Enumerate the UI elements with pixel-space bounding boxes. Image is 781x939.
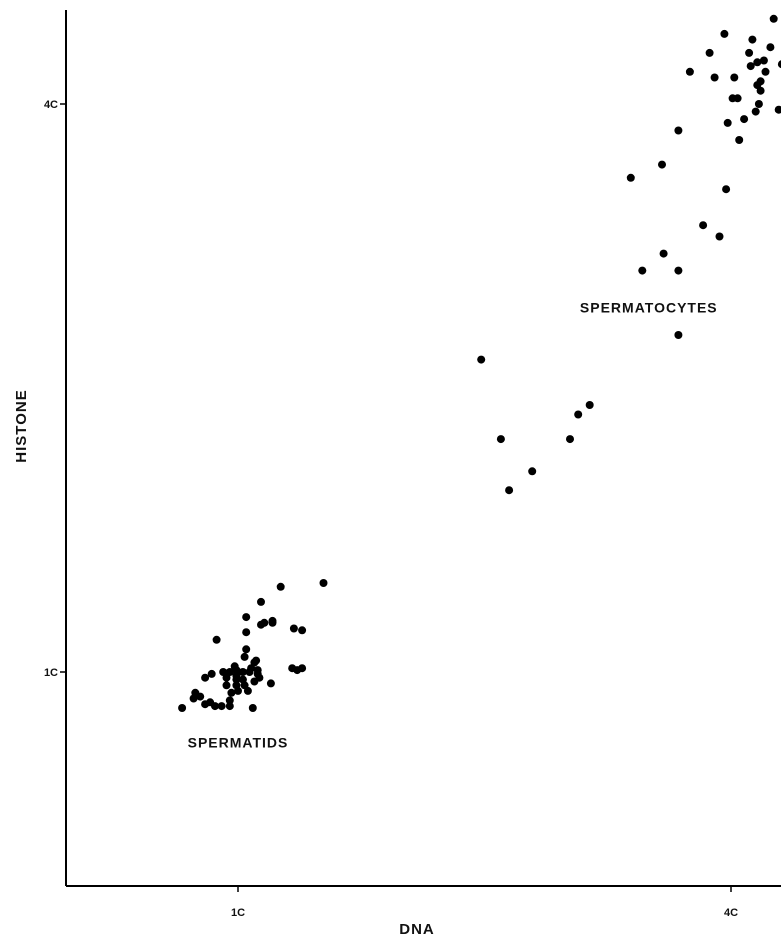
spermatocyte-point-36 [759,56,768,65]
spermatocyte-point-41 [777,60,781,69]
spermatid-point-44 [260,618,269,627]
spermatid-point-30 [242,628,251,637]
data-points [178,14,781,712]
spermatocyte-point-21 [723,118,732,127]
spermatid-point-8 [211,702,219,711]
spermatocyte-point-18 [715,232,724,241]
y-tick-label-1: 4C [44,99,58,111]
spermatocyte-point-9 [658,160,666,169]
spermatocyte-point-6 [585,401,594,409]
spermatocyte-point-16 [705,48,714,57]
spermatocyte-point-8 [638,266,647,275]
x-tick-label-0: 1C [231,907,245,919]
spermatocyte-point-4 [566,435,574,444]
spermatid-point-54 [319,579,328,587]
ticks: 1C 4C 1C 4C [44,99,738,919]
annotation-spermatocytes: SPERMATOCYTES [580,299,718,315]
spermatid-point-52 [298,626,307,635]
spermatid-point-41 [255,673,264,682]
spermatid-point-48 [276,582,285,591]
spermatocyte-point-7 [626,173,635,182]
spermatid-point-3 [196,692,205,701]
spermatid-point-7 [207,669,216,678]
labels: DNA HISTONE SPERMATIDS SPERMATOCYTES [13,299,718,938]
spermatid-point-42 [257,597,265,606]
spermatocyte-point-1 [496,435,505,444]
spermatocyte-point-20 [722,185,731,194]
spermatocyte-point-29 [748,35,757,44]
spermatocyte-point-10 [659,249,668,258]
spermatid-point-17 [227,688,236,697]
spermatocyte-point-30 [751,107,760,116]
spermatid-point-32 [243,686,252,695]
spermatocyte-point-39 [769,14,778,23]
spermatid-point-27 [240,652,249,661]
annotation-spermatids: SPERMATIDS [188,735,289,751]
spermatid-point-16 [225,696,234,705]
spermatid-point-24 [234,686,242,695]
spermatid-point-50 [289,624,298,633]
spermatocyte-point-31 [753,58,762,67]
spermatocyte-point-11 [674,331,683,339]
axes [65,10,781,887]
spermatocyte-point-13 [674,126,683,135]
spermatid-point-53 [298,664,307,673]
spermatid-point-20 [232,675,241,684]
spermatocyte-point-23 [730,73,739,82]
spermatid-point-38 [252,656,261,665]
spermatocyte-point-40 [774,105,781,114]
spermatocyte-point-28 [746,62,755,71]
spermatid-point-15 [225,668,234,676]
spermatid-point-10 [217,702,226,711]
spermatocyte-point-35 [756,77,765,86]
spermatid-point-47 [268,618,277,627]
spermatocyte-point-24 [733,94,742,103]
x-axis-title: DNA [399,921,435,938]
spermatocyte-point-17 [710,73,719,82]
spermatocyte-point-3 [528,467,537,476]
spermatid-point-45 [266,679,275,688]
spermatocyte-point-14 [685,67,694,76]
spermatid-point-31 [242,645,251,654]
spermatocyte-point-0 [477,355,486,364]
spermatid-point-29 [242,613,251,622]
spermatocyte-point-12 [674,266,683,275]
spermatid-point-35 [248,704,257,712]
spermatid-point-25 [238,668,247,676]
spermatid-point-14 [225,702,234,711]
spermatocyte-point-5 [574,410,583,419]
y-axis-title: HISTONE [13,389,30,462]
spermatid-point-9 [212,635,221,644]
spermatid-point-12 [222,681,231,690]
spermatocyte-point-27 [745,48,754,57]
spermatocyte-point-15 [699,221,708,230]
spermatid-point-0 [178,704,187,712]
spermatocyte-point-37 [761,67,770,76]
spermatocyte-point-26 [740,115,749,124]
spermatocyte-point-38 [766,43,775,52]
spermatocyte-point-2 [505,486,514,495]
spermatocyte-point-25 [735,136,744,144]
y-tick-label-0: 1C [44,667,58,679]
spermatocyte-point-34 [756,86,765,95]
spermatocyte-point-33 [754,100,763,108]
spermatid-point-4 [201,673,210,682]
x-tick-label-1: 4C [724,907,738,919]
spermatocyte-point-19 [720,29,729,38]
